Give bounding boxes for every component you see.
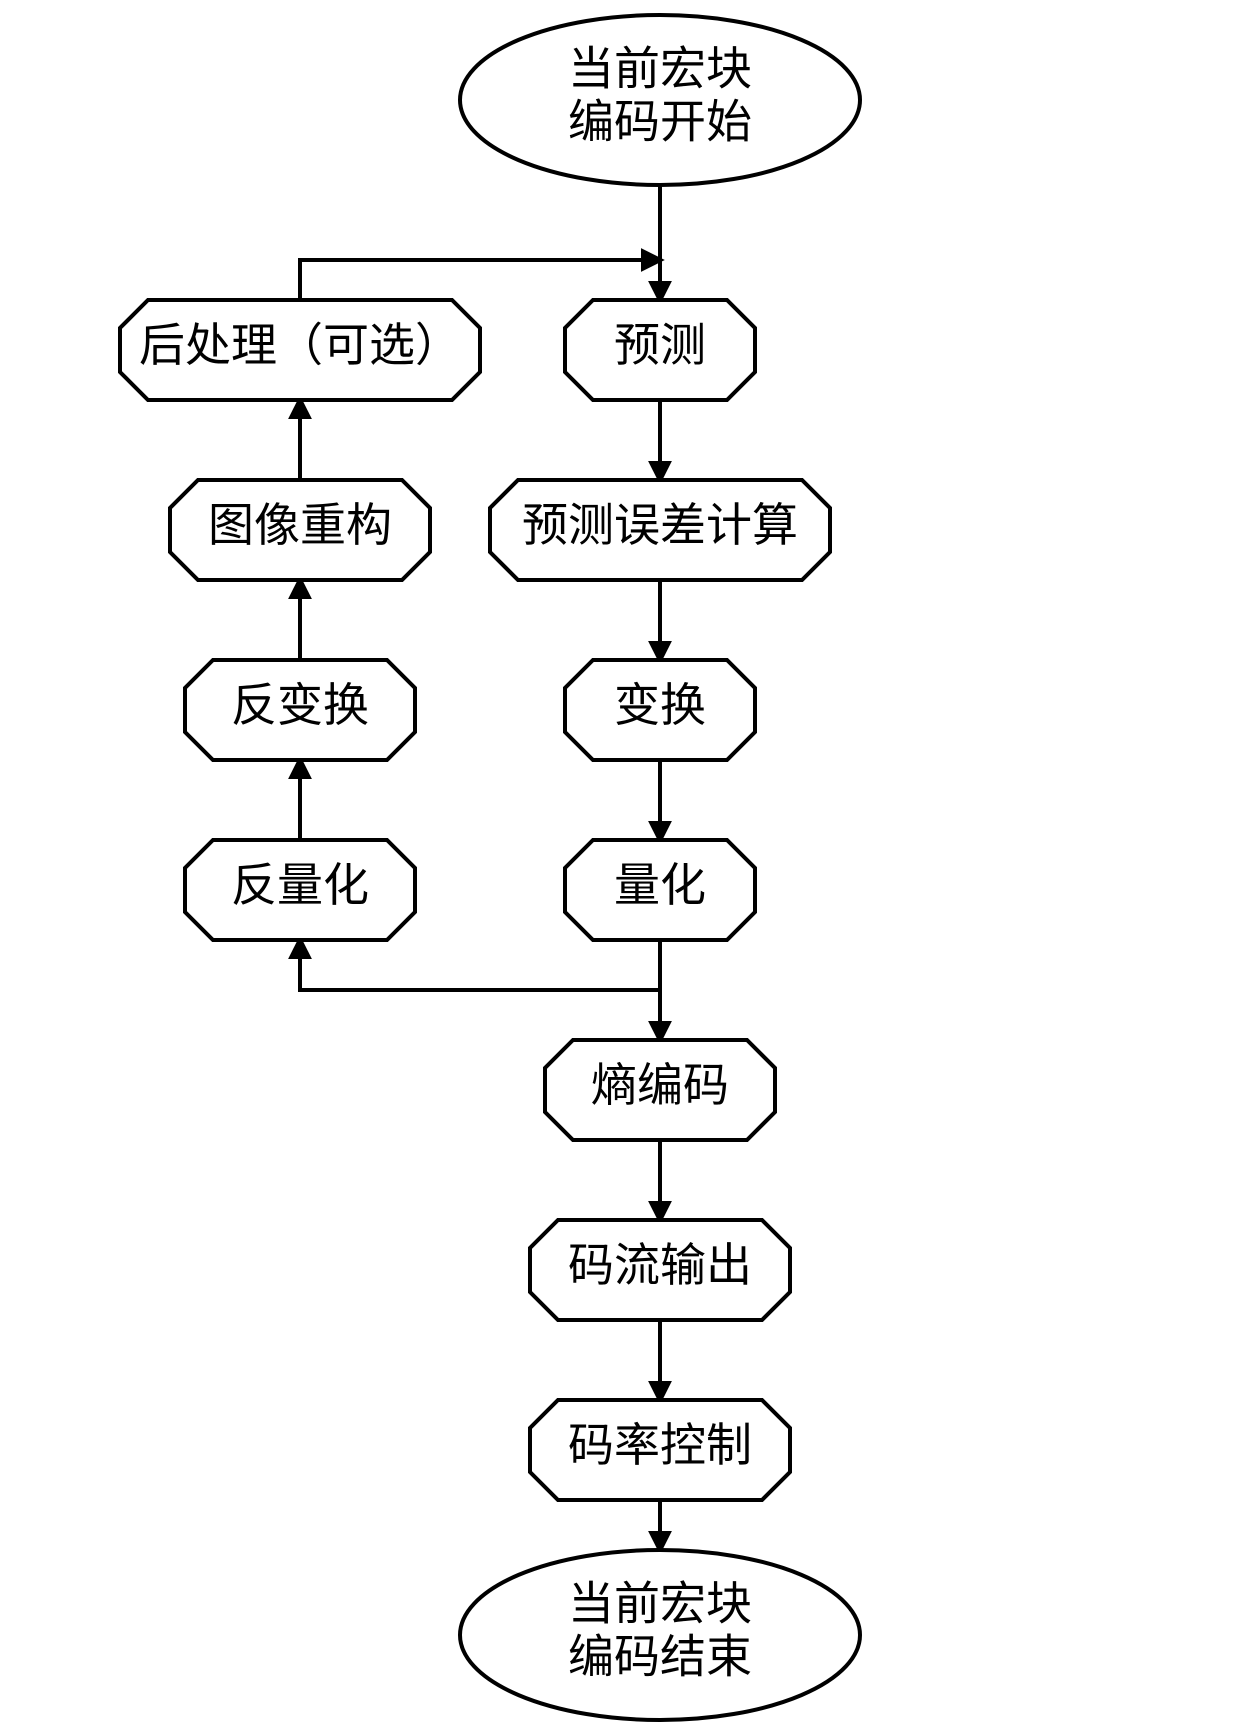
flow-edge bbox=[300, 940, 660, 990]
flow-node-rate_ctrl: 码率控制 bbox=[530, 1400, 790, 1500]
svg-text:当前宏块编码开始: 当前宏块编码开始 bbox=[568, 43, 752, 147]
svg-text:预测误差计算: 预测误差计算 bbox=[522, 500, 798, 551]
svg-text:变换: 变换 bbox=[614, 680, 706, 731]
flow-node-start: 当前宏块编码开始 bbox=[460, 15, 860, 185]
flow-node-output: 码流输出 bbox=[530, 1220, 790, 1320]
svg-text:反量化: 反量化 bbox=[231, 860, 369, 911]
flow-node-quantize: 量化 bbox=[565, 840, 755, 940]
flow-node-recon: 图像重构 bbox=[170, 480, 430, 580]
svg-text:熵编码: 熵编码 bbox=[591, 1060, 729, 1111]
svg-text:图像重构: 图像重构 bbox=[208, 500, 392, 551]
flow-node-entropy: 熵编码 bbox=[545, 1040, 775, 1140]
flow-edge bbox=[300, 260, 660, 300]
flow-node-predict: 预测 bbox=[565, 300, 755, 400]
svg-text:反变换: 反变换 bbox=[231, 680, 369, 731]
flow-node-err_calc: 预测误差计算 bbox=[490, 480, 830, 580]
flow-node-transform: 变换 bbox=[565, 660, 755, 760]
flow-node-end: 当前宏块编码结束 bbox=[460, 1550, 860, 1720]
svg-text:后处理（可选）: 后处理（可选） bbox=[139, 320, 461, 371]
svg-text:码率控制: 码率控制 bbox=[568, 1420, 752, 1471]
svg-text:当前宏块编码结束: 当前宏块编码结束 bbox=[568, 1578, 752, 1682]
svg-text:预测: 预测 bbox=[614, 320, 706, 371]
flow-node-inv_quant: 反量化 bbox=[185, 840, 415, 940]
svg-text:码流输出: 码流输出 bbox=[568, 1240, 752, 1291]
svg-text:量化: 量化 bbox=[614, 860, 706, 911]
flow-node-postproc: 后处理（可选） bbox=[120, 300, 480, 400]
flow-node-inv_trans: 反变换 bbox=[185, 660, 415, 760]
